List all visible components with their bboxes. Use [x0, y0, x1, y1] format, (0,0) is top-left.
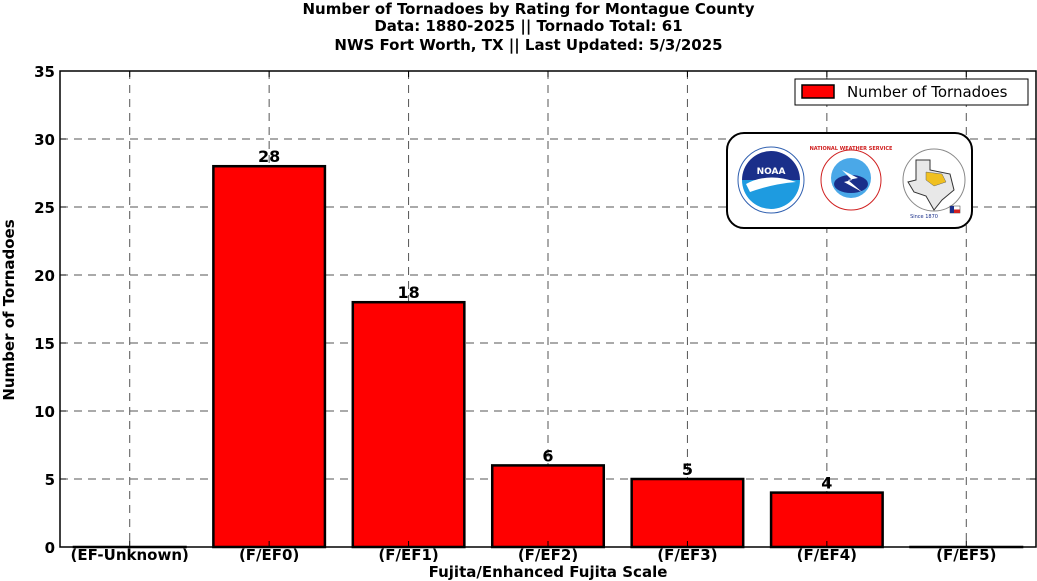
- chart-title-line-2: Data: 1880-2025 || Tornado Total: 61: [374, 17, 683, 35]
- bar: [212, 164, 327, 549]
- x-tick-label: (EF-Unknown): [71, 546, 189, 564]
- chart-title-line-1: Number of Tornadoes by Rating for Montag…: [302, 0, 755, 18]
- y-tick-label: 10: [34, 403, 55, 421]
- legend-label: Number of Tornadoes: [847, 83, 1008, 101]
- legend: Number of Tornadoes: [794, 78, 1029, 106]
- y-tick-label: 25: [34, 199, 55, 217]
- x-tick-label: (F/EF4): [797, 546, 857, 564]
- y-tick-label: 20: [34, 267, 55, 285]
- texas-logo-text: Since 1870: [910, 214, 938, 220]
- x-tick-label: (F/EF5): [936, 546, 996, 564]
- tick-layer: 0 5 10 15 20 25 30 35 (EF-Unknown) (F/EF0) 28 (F/EF…: [34, 63, 1036, 564]
- legend-swatch: [801, 84, 835, 99]
- bar-value-label: 5: [682, 460, 693, 479]
- x-axis-label: Fujita/Enhanced Fujita Scale: [429, 563, 668, 581]
- x-tick-label: (F/EF3): [657, 546, 717, 564]
- y-tick-label: 35: [34, 63, 55, 81]
- y-axis-label: Number of Tornadoes: [0, 219, 18, 400]
- noaa-logo-icon: NOAA: [737, 146, 805, 214]
- bar-value-label: 28: [258, 147, 280, 166]
- bar: [351, 300, 466, 549]
- y-tick-label: 0: [45, 539, 55, 557]
- agency-logos: NOAA NATIONAL WEATHER SERVICE Since 1870: [726, 132, 973, 229]
- texas-logo-icon: Since 1870: [902, 148, 966, 220]
- noaa-logo-text: NOAA: [757, 167, 786, 177]
- bar-value-label: 18: [397, 283, 419, 302]
- bar-value-label: 6: [542, 446, 553, 465]
- y-tick-label: 15: [34, 335, 55, 353]
- y-tick-label: 30: [34, 131, 55, 149]
- chart-title-line-3: NWS Fort Worth, TX || Last Updated: 5/3/…: [334, 36, 723, 54]
- x-tick-label: (F/EF2): [518, 546, 578, 564]
- bar: [769, 491, 884, 549]
- bar-value-label: 4: [821, 474, 832, 493]
- bar: [490, 464, 606, 549]
- nws-logo-text: NATIONAL WEATHER SERVICE: [810, 146, 893, 152]
- nws-logo-icon: NATIONAL WEATHER SERVICE: [810, 146, 893, 211]
- bar: [630, 477, 745, 549]
- x-tick-label: (F/EF0): [239, 546, 299, 564]
- x-tick-label: (F/EF1): [378, 546, 438, 564]
- y-tick-label: 5: [45, 471, 55, 489]
